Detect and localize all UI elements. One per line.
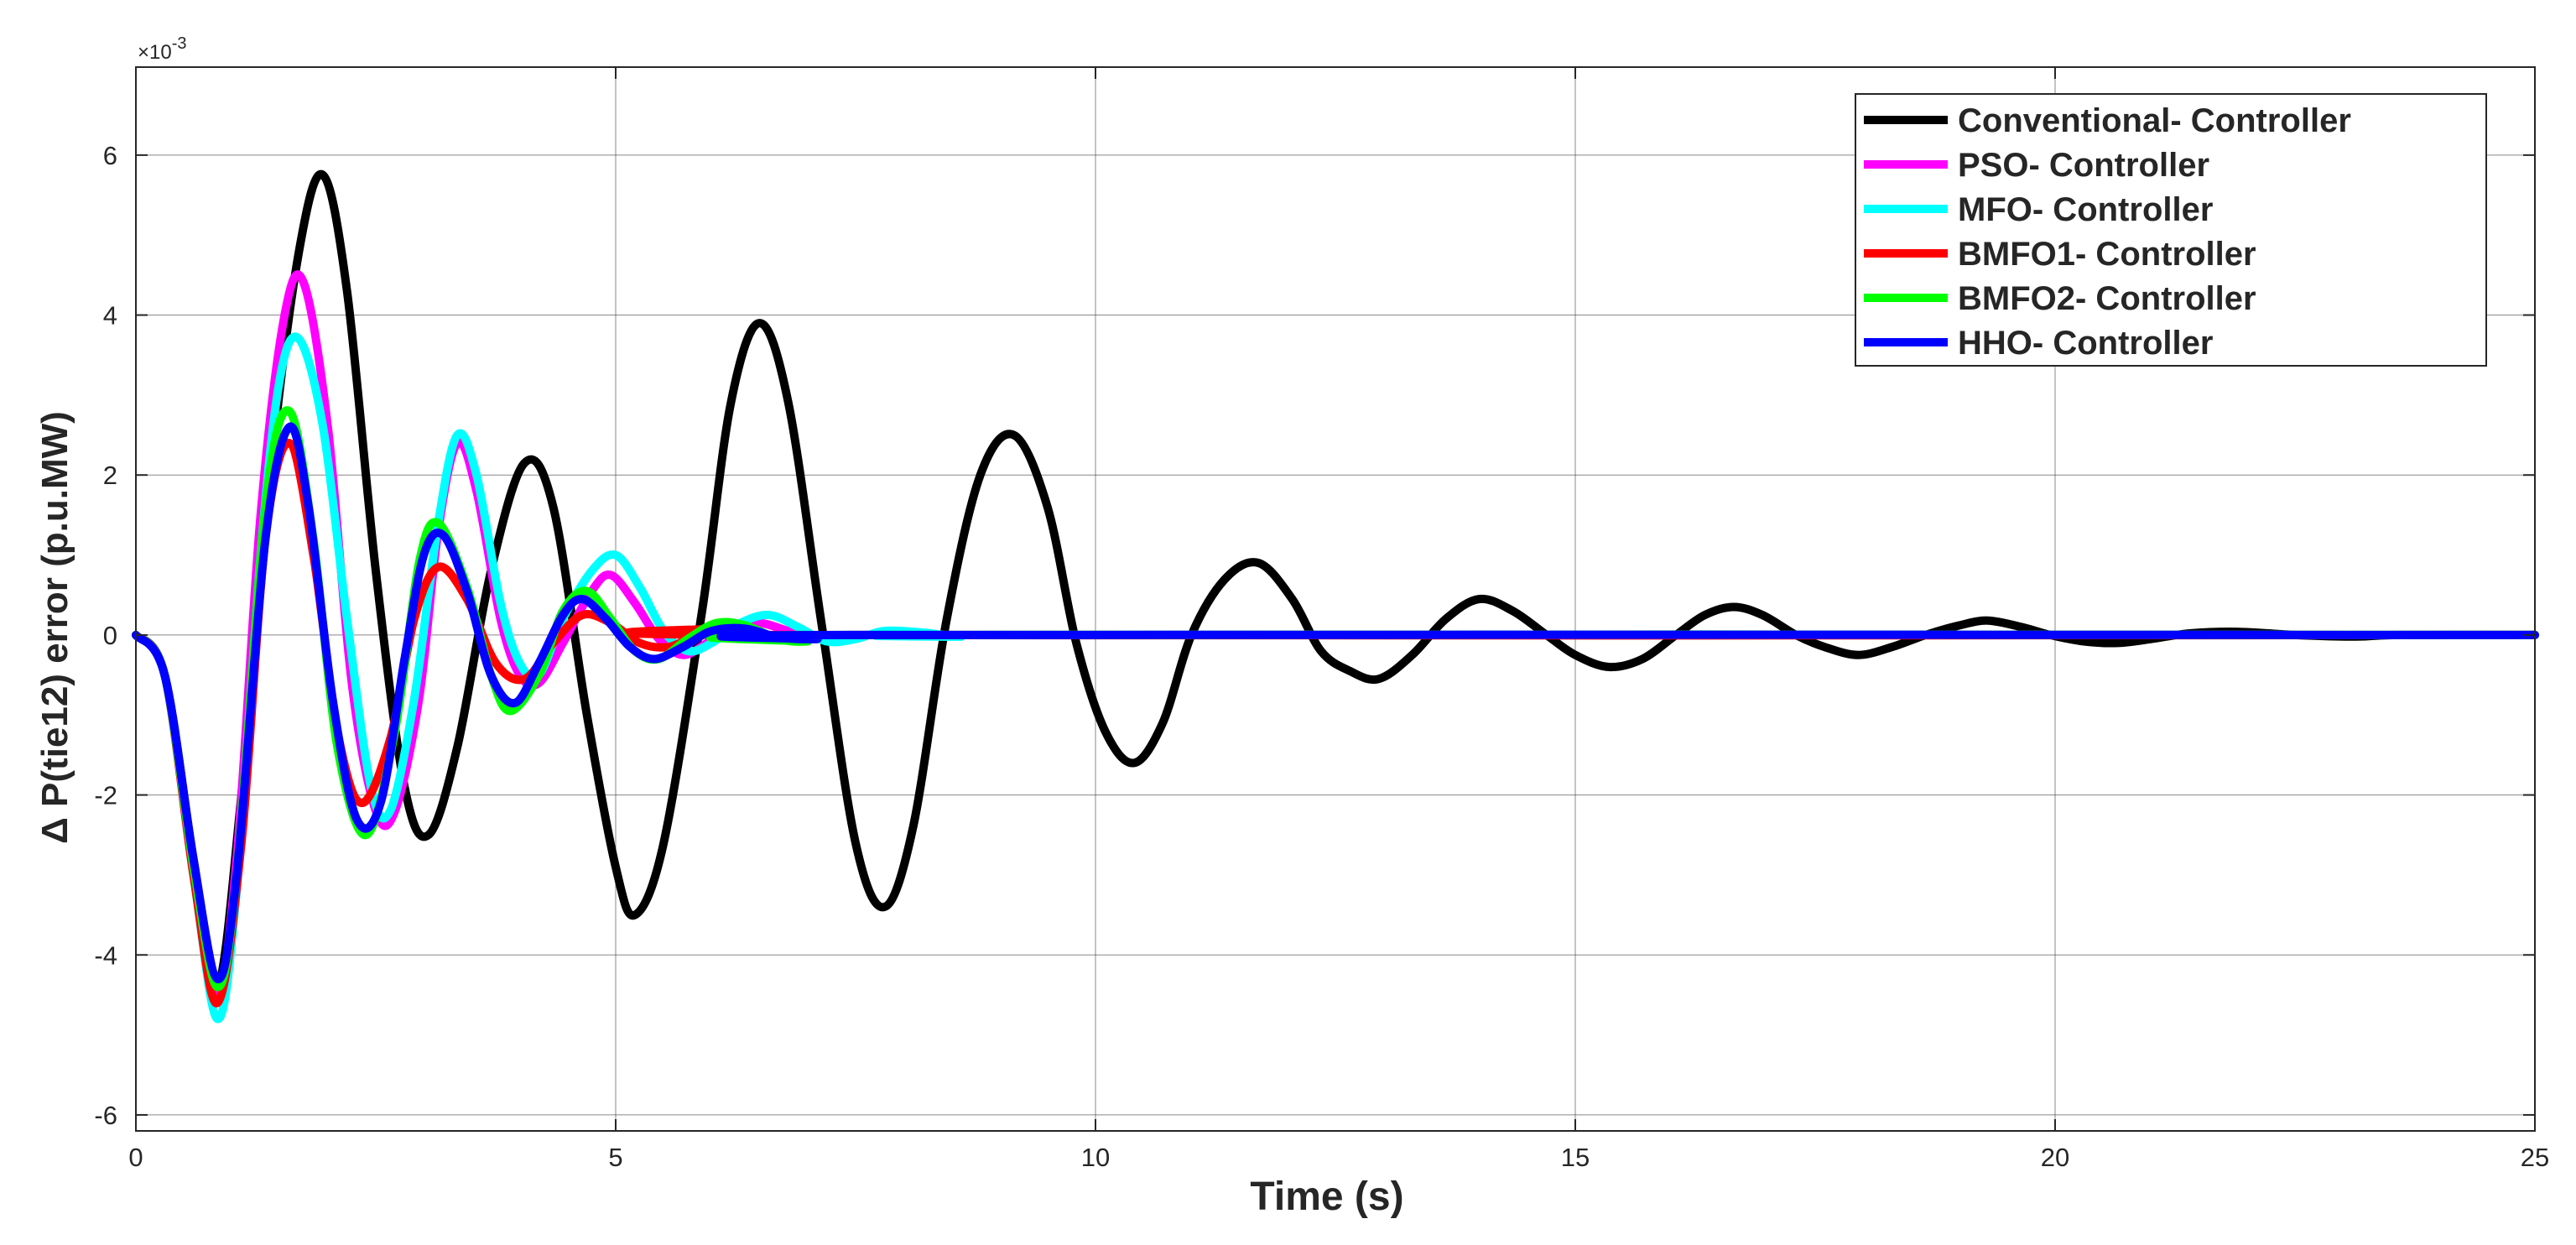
y-tick-label: 4 — [103, 301, 117, 331]
series-line-conventional-controller — [132, 169, 2539, 992]
legend-label: BMFO1- Controller — [1958, 236, 2256, 273]
x-tick-label: 20 — [2041, 1143, 2069, 1172]
plot-frame — [135, 66, 2536, 1132]
x-tick-label: 5 — [608, 1143, 622, 1172]
legend-label: BMFO2- Controller — [1958, 280, 2256, 317]
x-tick-label: 10 — [1081, 1143, 1110, 1172]
series-group — [132, 169, 2539, 1024]
series-line-hho-controller — [132, 422, 2539, 983]
y-tick-label: 0 — [103, 621, 117, 650]
legend: Conventional- Controller PSO- Controller M… — [1855, 93, 2487, 367]
x-tick-label: 25 — [2521, 1143, 2549, 1172]
y-axis-label: Δ P(tie12) error (p.u.MW) — [34, 411, 75, 844]
y-multiplier-label: ×10-3 — [138, 34, 187, 64]
legend-label: Conventional- Controller — [1958, 102, 2351, 139]
svg-text:×10-3: ×10-3 — [138, 34, 187, 64]
x-tick-label: 0 — [128, 1143, 143, 1172]
legend-box — [1855, 93, 2487, 367]
y-tick-label: -6 — [94, 1101, 117, 1130]
y-tick-label: 6 — [103, 141, 117, 170]
tick-labels: 0 5 10 15 20 25 -6 -4 -2 0 2 4 6 — [94, 67, 2549, 1172]
x-axis-label: Time (s) — [1250, 1175, 1403, 1219]
legend-label: HHO- Controller — [1958, 325, 2213, 362]
x-tick-label: 15 — [1561, 1143, 1590, 1172]
legend-label: PSO- Controller — [1958, 147, 2209, 184]
legend-label: MFO- Controller — [1958, 191, 2213, 228]
y-tick-label: -2 — [94, 781, 117, 810]
y-tick-label: 2 — [103, 461, 117, 490]
y-tick-label: -4 — [94, 940, 117, 970]
